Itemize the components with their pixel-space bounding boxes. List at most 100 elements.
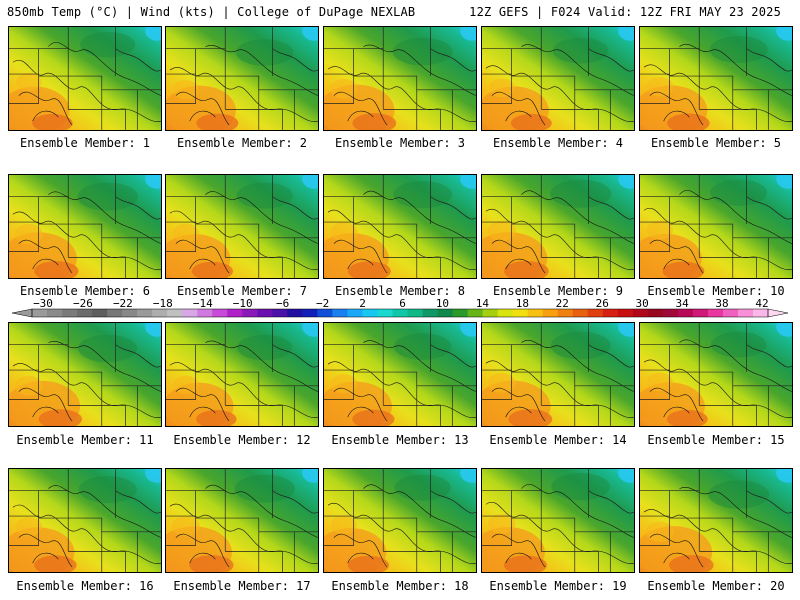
colorbar-segment <box>287 309 303 317</box>
colorbar-segment <box>542 309 559 317</box>
ensemble-member-label: Ensemble Member: 17 <box>173 579 311 593</box>
ensemble-member-label: Ensemble Member: 7 <box>176 284 308 298</box>
colorbar-left-extension <box>11 308 33 318</box>
colorbar-tick-label: 6 <box>399 297 406 310</box>
colorbar-segment <box>512 309 529 317</box>
colorbar-segment <box>587 309 604 317</box>
ensemble-map-panel <box>165 26 319 131</box>
colorbar-segment <box>392 309 408 317</box>
colorbar-segment <box>77 309 93 317</box>
colorbar-tick-label: −6 <box>276 297 289 310</box>
colorbar-tick-label: 34 <box>675 297 689 310</box>
colorbar-segment <box>257 309 273 317</box>
colorbar-tick-label: −10 <box>233 297 253 310</box>
colorbar-segment <box>557 309 574 317</box>
ensemble-map-panel <box>481 468 635 573</box>
colorbar-right-extension <box>767 308 789 318</box>
ensemble-member-label: Ensemble Member: 16 <box>16 579 154 593</box>
colorbar-tick-label: 2 <box>359 297 366 310</box>
colorbar-segment <box>122 309 138 317</box>
ensemble-member-label: Ensemble Member: 15 <box>647 433 785 447</box>
ensemble-member-label: Ensemble Member: 18 <box>331 579 469 593</box>
ensemble-map-panel <box>481 174 635 279</box>
colorbar-tick-label: −22 <box>113 297 133 310</box>
ensemble-member-label: Ensemble Member: 1 <box>19 136 151 150</box>
colorbar-segment <box>272 309 288 317</box>
colorbar-segment <box>452 309 468 317</box>
colorbar-tick-label: 38 <box>715 297 728 310</box>
colorbar-segment <box>692 309 709 317</box>
colorbar-tick-label: −30 <box>33 297 53 310</box>
colorbar-tick-label: −18 <box>153 297 173 310</box>
ensemble-member-label: Ensemble Member: 11 <box>16 433 154 447</box>
colorbar-segment <box>32 309 48 317</box>
colorbar-tick-label: −26 <box>73 297 93 310</box>
ensemble-map-panel <box>481 322 635 427</box>
ensemble-map-panel <box>323 26 477 131</box>
colorbar-segment <box>527 309 544 317</box>
ensemble-member-label: Ensemble Member: 9 <box>492 284 624 298</box>
ensemble-map-panel <box>323 174 477 279</box>
ensemble-map-panel <box>165 322 319 427</box>
ensemble-member-label: Ensemble Member: 10 <box>647 284 785 298</box>
colorbar-tick-label: −2 <box>316 297 329 310</box>
colorbar-segment <box>227 309 243 317</box>
ensemble-member-label: Ensemble Member: 4 <box>492 136 624 150</box>
colorbar-segment <box>167 309 183 317</box>
colorbar-tick-label: 22 <box>556 297 569 310</box>
ensemble-map-panel <box>323 322 477 427</box>
ensemble-map-panel <box>165 174 319 279</box>
colorbar-segment <box>137 309 153 317</box>
colorbar-segment <box>317 309 333 317</box>
colorbar-segment <box>572 309 589 317</box>
map-title: 850mb Temp (°C) | Wind (kts) | College o… <box>7 5 416 19</box>
colorbar-segment <box>362 309 378 317</box>
ensemble-member-label: Ensemble Member: 13 <box>331 433 469 447</box>
ensemble-member-label: Ensemble Member: 19 <box>489 579 627 593</box>
colorbar-segment <box>737 309 754 317</box>
ensemble-member-label: Ensemble Member: 14 <box>489 433 627 447</box>
colorbar-tick-label: 30 <box>636 297 649 310</box>
colorbar-tick-label: 14 <box>476 297 490 310</box>
ensemble-map-panel <box>639 26 793 131</box>
colorbar-segment <box>632 309 649 317</box>
colorbar-segment <box>407 309 423 317</box>
colorbar-segment <box>197 309 213 317</box>
ensemble-map-panel <box>481 26 635 131</box>
colorbar-tick-label: 18 <box>516 297 529 310</box>
colorbar-segment <box>752 309 769 317</box>
ensemble-map-panel <box>639 322 793 427</box>
colorbar-segment <box>677 309 694 317</box>
ensemble-member-label: Ensemble Member: 12 <box>173 433 311 447</box>
ensemble-map-panel <box>639 174 793 279</box>
colorbar-segment <box>302 309 318 317</box>
colorbar-segment <box>467 309 484 317</box>
colorbar-segment <box>62 309 78 317</box>
colorbar-segment <box>182 309 198 317</box>
colorbar-segment <box>107 309 123 317</box>
ensemble-map-panel <box>165 468 319 573</box>
colorbar-segment <box>212 309 228 317</box>
colorbar-segment <box>647 309 664 317</box>
ensemble-map-panel <box>8 322 162 427</box>
ensemble-map-panel <box>639 468 793 573</box>
model-run-info: 12Z GEFS | F024 Valid: 12Z FRI MAY 23 20… <box>469 5 781 19</box>
colorbar-tick-label: −14 <box>193 297 213 310</box>
ensemble-map-panel <box>8 468 162 573</box>
colorbar-svg: −30 −26 −22 −18 −14 −10 −6 −2 2 6 10 14 18 22 26 30 34 38… <box>11 297 789 318</box>
ensemble-member-label: Ensemble Member: 2 <box>176 136 308 150</box>
colorbar-segment <box>602 309 619 317</box>
ensemble-member-label: Ensemble Member: 8 <box>334 284 466 298</box>
colorbar-tick-label: 10 <box>436 297 449 310</box>
colorbar-segment <box>497 309 514 317</box>
ensemble-map-panel <box>8 26 162 131</box>
colorbar-segment <box>92 309 108 317</box>
ensemble-member-label: Ensemble Member: 6 <box>19 284 151 298</box>
ensemble-member-label: Ensemble Member: 5 <box>650 136 782 150</box>
colorbar-segment <box>422 309 438 317</box>
colorbar-segment <box>722 309 739 317</box>
colorbar-segment <box>662 309 679 317</box>
ensemble-map-panel <box>8 174 162 279</box>
colorbar-segment <box>347 309 363 317</box>
ensemble-map-panel <box>323 468 477 573</box>
